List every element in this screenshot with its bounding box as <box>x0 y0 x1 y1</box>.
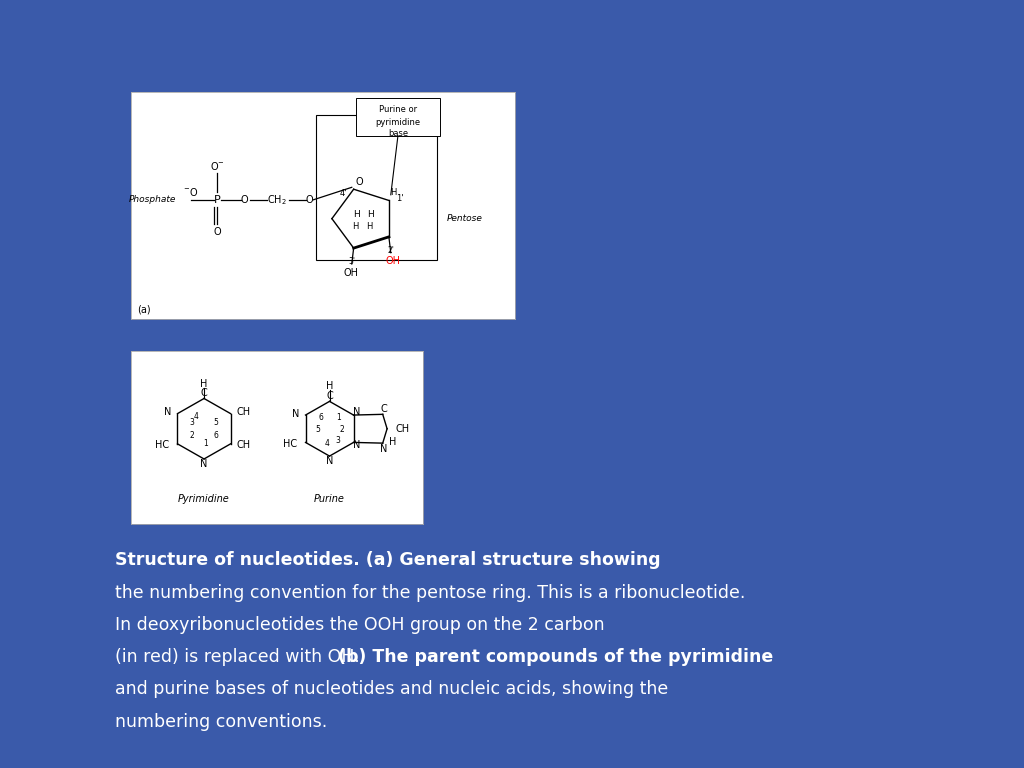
Text: C: C <box>381 403 387 414</box>
Text: O: O <box>241 195 248 205</box>
Text: Purine: Purine <box>314 495 345 505</box>
Text: Phosphate: Phosphate <box>128 195 176 204</box>
Text: O$^{-}$: O$^{-}$ <box>210 160 225 172</box>
Text: O: O <box>306 195 313 205</box>
Text: 5: 5 <box>315 425 321 434</box>
Text: H: H <box>389 437 396 447</box>
Text: P: P <box>214 195 221 205</box>
Text: N: N <box>326 456 333 466</box>
Text: O: O <box>214 227 221 237</box>
Text: the numbering convention for the pentose ring. This is a ribonucleotide.: the numbering convention for the pentose… <box>115 584 745 601</box>
Text: 3': 3' <box>348 257 355 266</box>
Text: (b) The parent compounds of the pyrimidine: (b) The parent compounds of the pyrimidi… <box>338 648 773 666</box>
Text: Pentose: Pentose <box>447 214 483 223</box>
Text: H: H <box>390 187 396 197</box>
Text: N: N <box>164 407 171 417</box>
Text: pyrimidine: pyrimidine <box>376 118 421 127</box>
Text: 4': 4' <box>339 189 347 198</box>
Text: 3: 3 <box>189 418 195 427</box>
Text: H: H <box>353 210 359 220</box>
Text: H: H <box>201 379 208 389</box>
Text: N: N <box>381 444 388 454</box>
Text: 6: 6 <box>318 412 324 422</box>
Bar <box>355 98 440 136</box>
Text: CH: CH <box>237 407 251 417</box>
Text: In deoxyribonucleotides the OOH group on the 2 carbon: In deoxyribonucleotides the OOH group on… <box>115 616 604 634</box>
Text: HC: HC <box>284 439 297 449</box>
Text: OH: OH <box>386 257 401 266</box>
Text: Structure of nucleotides. (a) General structure showing: Structure of nucleotides. (a) General st… <box>115 551 660 569</box>
Text: 1: 1 <box>203 439 208 448</box>
Text: H: H <box>366 222 373 230</box>
Text: (a): (a) <box>137 304 151 314</box>
Text: O: O <box>355 177 364 187</box>
Text: C: C <box>327 392 333 402</box>
Text: CH: CH <box>395 424 410 434</box>
Text: HC: HC <box>156 440 169 450</box>
Text: 1: 1 <box>336 412 341 422</box>
Text: N: N <box>353 407 360 417</box>
Text: N: N <box>353 440 360 450</box>
Text: N: N <box>201 459 208 469</box>
Text: CH$_2$: CH$_2$ <box>267 193 287 207</box>
Text: 3: 3 <box>335 436 340 445</box>
Text: 2: 2 <box>189 431 195 439</box>
Text: H: H <box>326 382 333 392</box>
Text: N: N <box>292 409 299 419</box>
Text: OH: OH <box>343 267 358 278</box>
Text: 5: 5 <box>214 418 219 427</box>
Text: H: H <box>352 222 358 230</box>
Text: 1': 1' <box>396 194 403 203</box>
Text: 2: 2 <box>339 425 344 434</box>
Bar <box>316 115 437 260</box>
Text: C: C <box>201 389 208 399</box>
Text: base: base <box>388 129 408 138</box>
Text: H: H <box>367 210 374 220</box>
Text: 2': 2' <box>387 246 394 254</box>
Text: (in red) is replaced with OH.: (in red) is replaced with OH. <box>115 648 365 666</box>
Text: and purine bases of nucleotides and nucleic acids, showing the: and purine bases of nucleotides and nucl… <box>115 680 668 698</box>
Text: 4: 4 <box>325 439 329 448</box>
Text: Pyrimidine: Pyrimidine <box>178 495 230 505</box>
Text: numbering conventions.: numbering conventions. <box>115 713 327 730</box>
Text: 4: 4 <box>194 412 199 421</box>
Text: $^{-}$O: $^{-}$O <box>183 186 199 198</box>
Text: 6: 6 <box>214 431 219 439</box>
Text: Purine or: Purine or <box>379 104 417 114</box>
Text: CH: CH <box>237 440 251 450</box>
